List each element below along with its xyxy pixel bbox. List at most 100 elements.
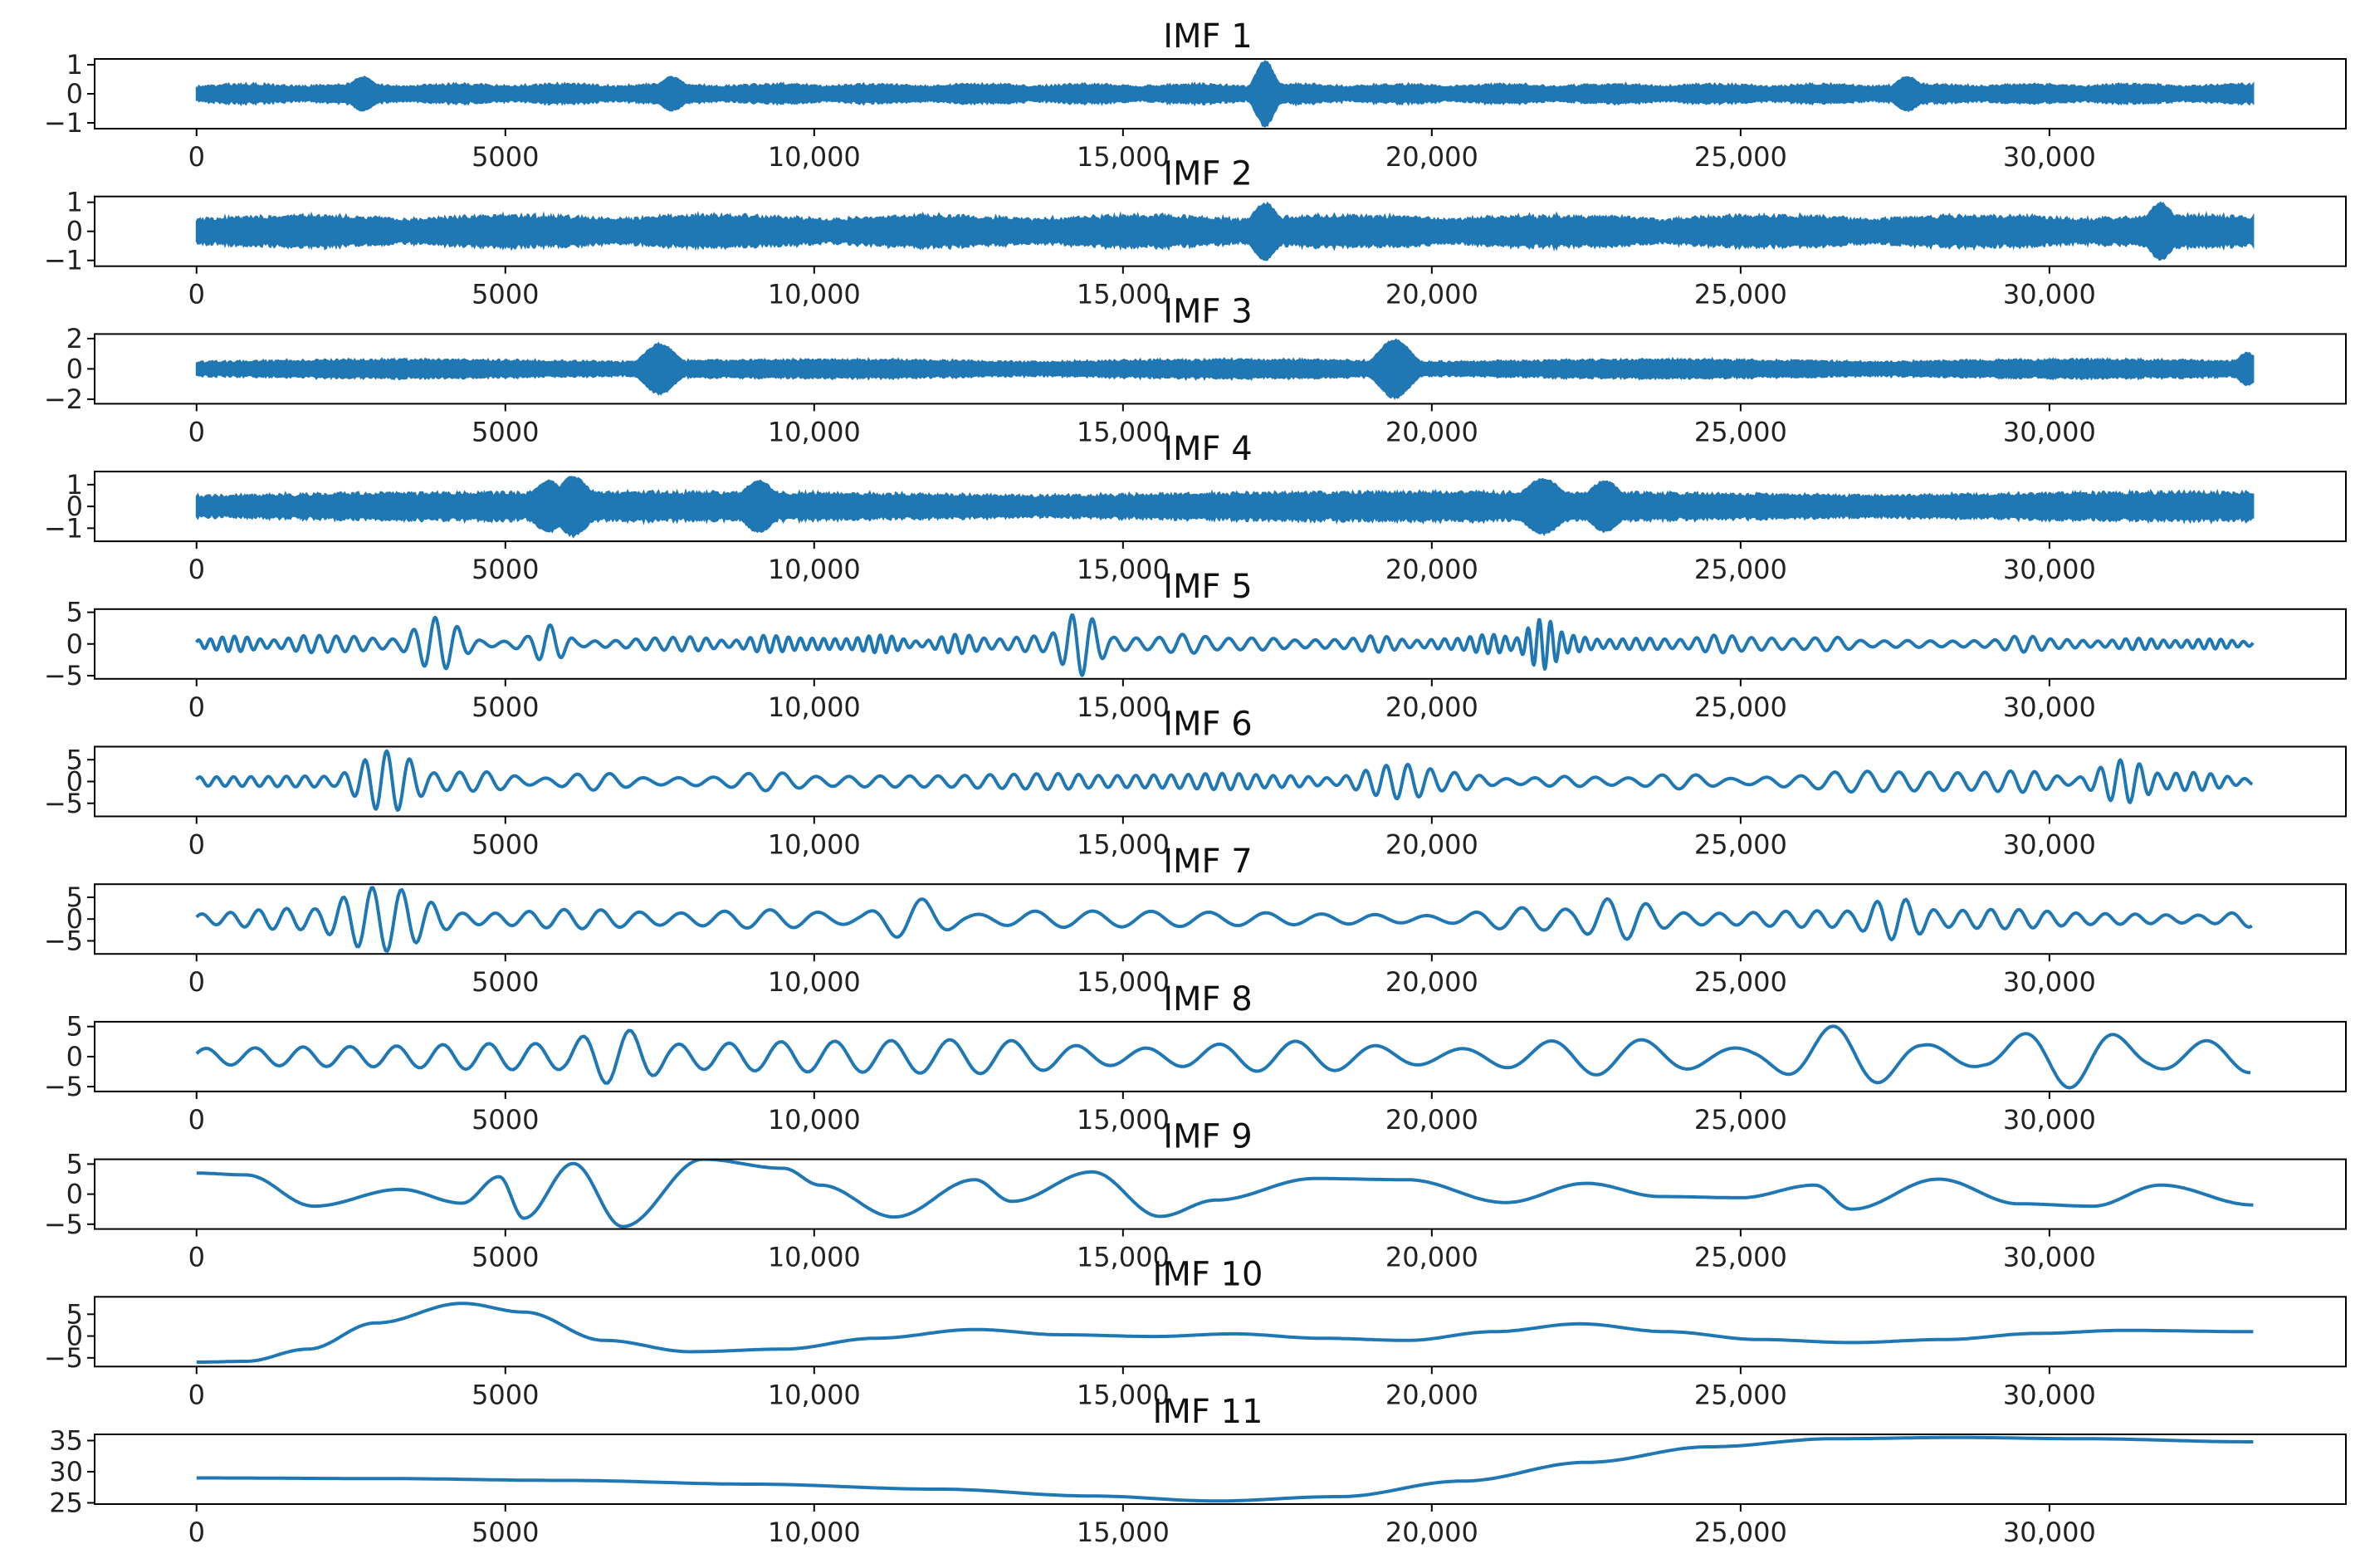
imf-series <box>196 1435 2254 1503</box>
x-tick-label: 25,000 <box>1694 416 1787 447</box>
x-tick-label: 10,000 <box>768 691 861 723</box>
x-tick-label: 25,000 <box>1694 1517 1787 1548</box>
x-tick-label: 15,000 <box>1077 1379 1170 1410</box>
x-tick-label: 20,000 <box>1385 1379 1478 1410</box>
y-tick-label: 5 <box>66 882 83 913</box>
y-tick-label: −5 <box>44 1342 83 1374</box>
x-tick-label: 5000 <box>472 966 539 998</box>
x-tick-label: 0 <box>188 1379 205 1410</box>
x-tick-label: 15,000 <box>1077 416 1170 447</box>
axes-frame <box>94 1158 2347 1230</box>
x-tick-label: 20,000 <box>1385 1517 1478 1548</box>
imf-panel-1: 0 5000 10,000 15,000 20,000 25,000 30,00010−1I… <box>44 17 2347 173</box>
panel-title: IMF 3 <box>1163 292 1252 330</box>
series-area <box>196 1159 2254 1229</box>
x-tick-label: 0 <box>188 416 205 447</box>
x-tick-label: 15,000 <box>1077 1104 1170 1136</box>
imf-series <box>195 886 2253 953</box>
x-tick-label: 30,000 <box>2003 1379 2096 1410</box>
x-tick-label: 5000 <box>472 1379 539 1410</box>
x-tick-label: 0 <box>188 1242 205 1273</box>
panel-title: IMF 9 <box>1163 1118 1252 1156</box>
imf-panel-3: 0 5000 10,000 15,000 20,000 25,000 30,00020−2I… <box>44 292 2347 447</box>
y-tick-label: 5 <box>66 1298 83 1330</box>
x-tick-label: 30,000 <box>2003 829 2096 861</box>
x-tick-label: 10,000 <box>768 829 861 861</box>
x-tick-label: 0 <box>188 829 205 861</box>
y-tick-label: −1 <box>44 245 83 276</box>
y-tick-label: 5 <box>66 1011 83 1043</box>
x-tick-label: 25,000 <box>1694 1242 1787 1273</box>
x-tick-label: 25,000 <box>1694 141 1787 173</box>
x-tick-label: 0 <box>188 691 205 723</box>
imf-panel-6: 0 5000 10,000 15,000 20,000 25,000 30,00050−5I… <box>44 706 2347 861</box>
x-tick-label: 20,000 <box>1385 691 1478 723</box>
y-tick-label: 30 <box>49 1456 83 1487</box>
x-tick-label: 10,000 <box>768 416 861 447</box>
x-tick-label: 15,000 <box>1077 1517 1170 1548</box>
imf-series <box>195 338 2255 400</box>
imf-series <box>196 1302 2254 1364</box>
y-tick-label: 1 <box>66 49 83 81</box>
imf-series <box>195 476 2255 539</box>
imf-panel-4: 0 5000 10,000 15,000 20,000 25,000 30,00010−1I… <box>44 430 2347 585</box>
panel-title: IMF 11 <box>1153 1393 1263 1431</box>
panel-title: IMF 2 <box>1163 155 1252 193</box>
y-tick-label: −1 <box>44 107 83 139</box>
panel-title: IMF 5 <box>1163 568 1252 606</box>
panel-title: IMF 4 <box>1163 430 1252 468</box>
y-tick-label: 0 <box>66 628 83 660</box>
imf-panel-8: 0 5000 10,000 15,000 20,000 25,000 30,00050−5I… <box>44 980 2347 1136</box>
x-tick-label: 10,000 <box>768 279 861 310</box>
x-tick-label: 10,000 <box>768 1517 861 1548</box>
x-tick-label: 20,000 <box>1385 829 1478 861</box>
imf-panel-7: 0 5000 10,000 15,000 20,000 25,000 30,00050−5I… <box>44 843 2347 998</box>
y-tick-label: −5 <box>44 1071 83 1102</box>
series-area <box>195 1024 2251 1090</box>
x-tick-label: 5000 <box>472 691 539 723</box>
imf-panel-5: 0 5000 10,000 15,000 20,000 25,000 30,00050−5I… <box>44 568 2347 723</box>
x-tick-label: 5000 <box>472 1242 539 1273</box>
y-tick-label: 1 <box>66 187 83 218</box>
x-tick-label: 10,000 <box>768 966 861 998</box>
y-tick-label: 0 <box>66 766 83 798</box>
y-tick-label: 0 <box>66 1041 83 1072</box>
y-tick-label: −1 <box>44 512 83 544</box>
y-tick-label: 1 <box>66 469 83 501</box>
x-tick-label: 5000 <box>472 416 539 447</box>
y-tick-label: 0 <box>66 491 83 522</box>
x-tick-label: 30,000 <box>2003 279 2096 310</box>
panel-title: IMF 10 <box>1153 1255 1263 1293</box>
x-tick-label: 25,000 <box>1694 554 1787 585</box>
y-tick-label: −5 <box>44 925 83 956</box>
x-tick-label: 20,000 <box>1385 1242 1478 1273</box>
series-area <box>195 338 2255 400</box>
x-tick-label: 20,000 <box>1385 416 1478 447</box>
x-tick-label: 30,000 <box>2003 141 2096 173</box>
y-tick-label: 5 <box>66 1148 83 1180</box>
series-area <box>195 60 2255 129</box>
x-tick-label: 30,000 <box>2003 416 2096 447</box>
y-tick-label: 0 <box>66 216 83 247</box>
series-area <box>195 886 2253 953</box>
x-tick-label: 15,000 <box>1077 1242 1170 1273</box>
x-tick-label: 0 <box>188 279 205 310</box>
x-tick-label: 10,000 <box>768 1379 861 1410</box>
x-tick-label: 5000 <box>472 279 539 310</box>
x-tick-label: 10,000 <box>768 1104 861 1136</box>
x-tick-label: 20,000 <box>1385 966 1478 998</box>
x-tick-label: 30,000 <box>2003 1517 2096 1548</box>
panel-title: IMF 7 <box>1163 843 1252 881</box>
y-tick-label: 35 <box>49 1425 83 1457</box>
x-tick-label: 30,000 <box>2003 1104 2096 1136</box>
y-tick-label: −2 <box>44 383 83 415</box>
x-tick-label: 5000 <box>472 1104 539 1136</box>
x-tick-label: 25,000 <box>1694 966 1787 998</box>
y-tick-label: 25 <box>49 1487 83 1519</box>
panel-title: IMF 1 <box>1163 17 1252 56</box>
x-tick-label: 5000 <box>472 829 539 861</box>
axes-frame <box>94 745 2347 818</box>
x-tick-label: 30,000 <box>2003 1242 2096 1273</box>
imf-panel-11: 0 5000 10,000 15,000 20,000 25,000 30,000 35302… <box>49 1393 2347 1548</box>
y-tick-label: 2 <box>66 323 83 354</box>
